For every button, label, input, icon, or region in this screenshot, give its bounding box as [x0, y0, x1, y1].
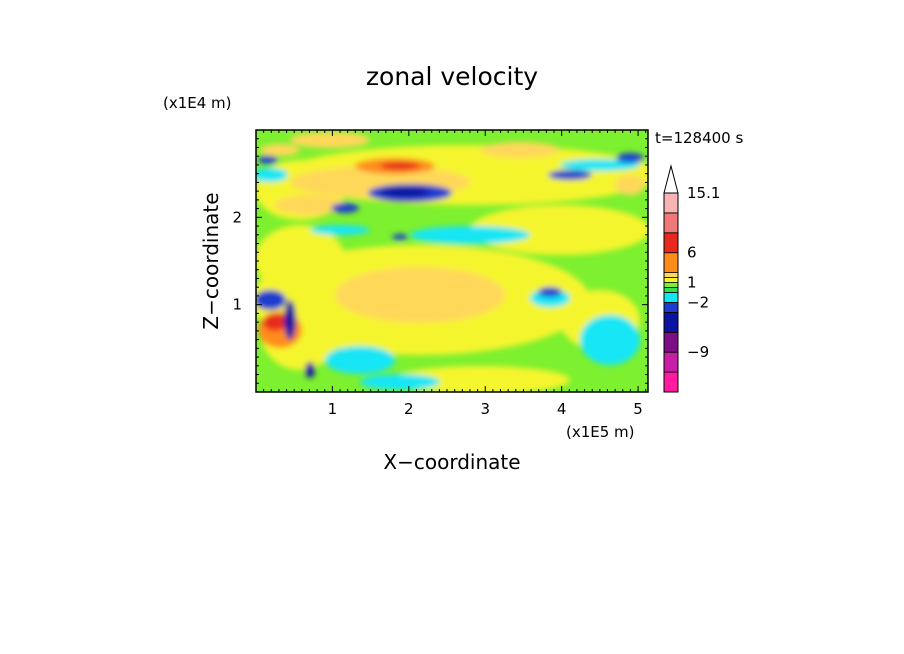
x-axis-label: X−coordinate	[383, 450, 520, 474]
x-tick-label: 2	[404, 400, 414, 418]
field-blob	[392, 234, 408, 240]
field-blob	[580, 315, 640, 365]
field-blob	[380, 162, 420, 170]
field-blob	[548, 170, 592, 180]
x-tick-label: 5	[633, 400, 643, 418]
field-blob	[325, 346, 395, 374]
field-blob	[284, 300, 296, 340]
chart-title: zonal velocity	[366, 62, 538, 91]
x-tick-label: 4	[557, 400, 567, 418]
field-blob	[263, 313, 287, 331]
field-blob	[360, 374, 440, 390]
colorbar-label: 6	[687, 244, 697, 262]
colorbar-swatch	[663, 311, 679, 333]
colorbar-swatch	[663, 371, 679, 393]
colorbar-swatch	[663, 282, 679, 288]
field-blob	[335, 267, 505, 323]
field-blob	[256, 225, 345, 295]
x-unit-label: (x1E5 m)	[566, 423, 635, 441]
colorbar-swatch	[663, 277, 679, 283]
colorbar-swatch	[663, 331, 679, 353]
field-blob	[290, 132, 370, 148]
colorbar-swatch	[663, 302, 679, 313]
colorbar-frame	[663, 192, 679, 393]
colorbar-swatch	[663, 252, 679, 273]
colorbar-swatch	[663, 272, 679, 278]
field-blob	[275, 195, 345, 215]
field-blob	[310, 225, 370, 235]
field-blob	[331, 203, 359, 213]
contour-field	[256, 130, 648, 392]
field-blob	[480, 142, 560, 158]
colorbar: 15.1 6 1−2 −9	[663, 164, 720, 393]
field-blob	[615, 175, 645, 195]
x-tick-label: 3	[480, 400, 490, 418]
field-blob	[260, 144, 300, 156]
x-tick-label: 1	[328, 400, 338, 418]
field-blob	[258, 156, 278, 164]
colorbar-label: 1	[687, 274, 697, 292]
colorbar-label: −9	[687, 343, 709, 361]
colorbar-extension	[663, 164, 679, 194]
field-blob	[305, 362, 315, 378]
colorbar-swatch	[663, 192, 679, 214]
x-axis-ticks: 1 2 3 4 5	[263, 130, 647, 418]
colorbar-swatch	[663, 292, 679, 303]
field-blob	[538, 287, 562, 297]
y-tick-label: 1	[232, 296, 242, 314]
field-blob	[380, 187, 430, 197]
field-blob	[616, 153, 644, 163]
field-blob	[470, 205, 648, 255]
field-blob	[410, 226, 530, 244]
colorbar-label: 15.1	[687, 184, 720, 202]
time-annotation: t=128400 s	[655, 129, 743, 147]
field-blob	[256, 168, 288, 182]
colorbar-swatch	[663, 232, 679, 254]
colorbar-swatch	[663, 351, 679, 373]
colorbar-swatch	[663, 212, 679, 234]
y-unit-label: (x1E4 m)	[163, 94, 232, 112]
colorbar-swatch	[663, 287, 679, 293]
colorbar-label: −2	[687, 293, 709, 311]
y-axis-label: Z−coordinate	[199, 192, 223, 329]
y-tick-label: 2	[232, 208, 242, 226]
field-blob	[560, 159, 640, 171]
field-blob	[256, 290, 286, 310]
y-axis-ticks: 12	[232, 138, 648, 384]
